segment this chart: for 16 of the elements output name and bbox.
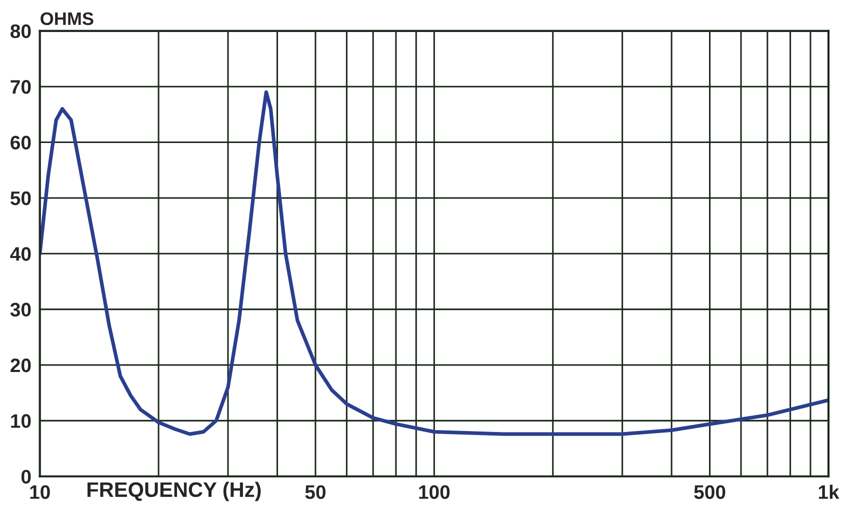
- x-tick-label: 1k: [818, 484, 840, 499]
- x-tick-label: 10: [30, 485, 50, 499]
- y-tick-label: 10: [11, 414, 31, 428]
- y-tick-label: 60: [10, 136, 31, 150]
- y-tick-label: 0: [21, 470, 31, 484]
- y-axis-title: OHMS: [40, 12, 94, 26]
- y-tick-label: 80: [10, 24, 31, 38]
- x-tick-label: 50: [305, 485, 326, 499]
- x-tick-label: 500: [694, 485, 726, 499]
- y-tick-label: 70: [10, 80, 31, 94]
- y-tick-label: 20: [10, 358, 31, 372]
- x-tick-label: 100: [419, 485, 450, 499]
- y-tick-label: 50: [10, 191, 31, 206]
- y-tick-label: 40: [10, 247, 31, 261]
- y-tick-label: 30: [10, 302, 31, 317]
- x-axis-title: FREQUENCY (Hz): [88, 482, 261, 502]
